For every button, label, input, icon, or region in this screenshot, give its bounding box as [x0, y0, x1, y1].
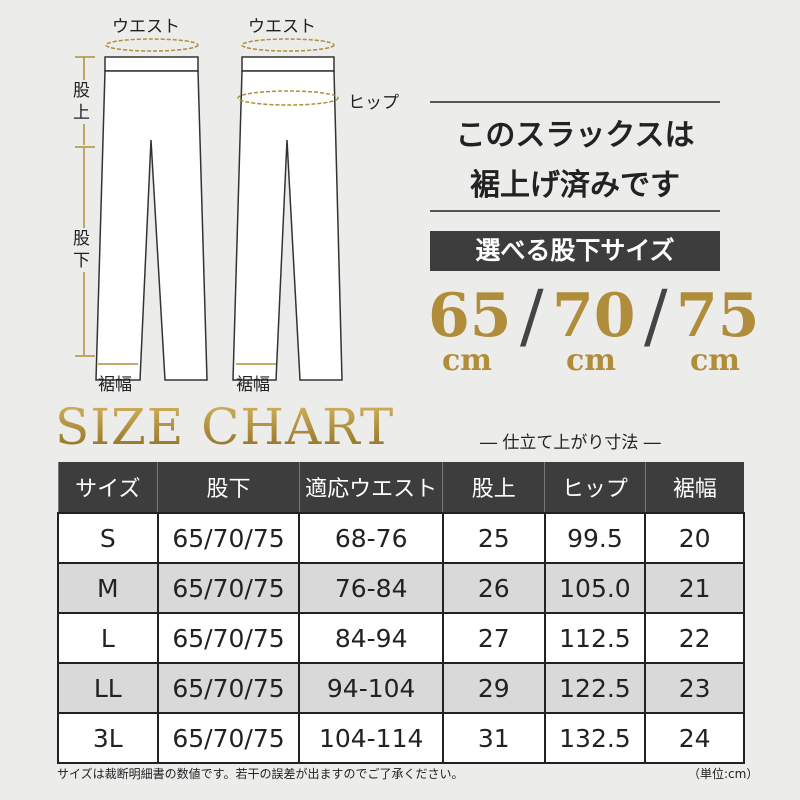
cell: 76-84: [298, 562, 444, 614]
cell: 94-104: [298, 662, 444, 714]
cell: 3L: [57, 712, 159, 764]
pants-diagram: [75, 38, 343, 381]
cell: 84-94: [298, 612, 444, 664]
inseam-70: 70: [552, 281, 636, 351]
header-rise: 股上: [442, 462, 545, 513]
divider: [430, 210, 720, 212]
headline-line1: このスラックスは: [455, 118, 695, 153]
header-inseam: 股下: [157, 462, 300, 513]
cell: 21: [644, 562, 745, 614]
hip-label: ヒップ: [348, 93, 399, 113]
cell: 23: [644, 662, 745, 714]
footnote: サイズは裁断明細書の数値です。若干の誤差が出ますのでご了承ください。: [57, 767, 464, 781]
slash-divider: /: [644, 275, 668, 357]
table-row: L 65/70/75 84-94 27 112.5 22: [57, 612, 745, 664]
table-row: 3L 65/70/75 104-114 31 132.5 24: [57, 712, 745, 764]
front-pants-illustration: [95, 56, 208, 381]
inseam-band: 選べる股下サイズ: [430, 231, 720, 271]
hip-marker: [237, 90, 339, 106]
inseam-label: 股下: [73, 228, 91, 272]
cell: 99.5: [543, 512, 647, 564]
table-row: M 65/70/75 76-84 26 105.0 21: [57, 562, 745, 614]
inseam-options: 65 cm / 70 cm / 75 cm: [428, 276, 768, 380]
cell: 22: [644, 612, 745, 664]
back-waist-label: ウエスト: [248, 17, 316, 37]
back-hem-label: 裾幅: [236, 375, 270, 395]
cell: 68-76: [298, 512, 444, 564]
cell: S: [57, 512, 159, 564]
inseam-75: 75: [676, 281, 760, 351]
unit-label: cm: [566, 343, 617, 378]
table-header: サイズ 股下 適応ウエスト 股上 ヒップ 裾幅: [57, 462, 744, 513]
front-waist-label: ウエスト: [112, 17, 180, 37]
cell: 20: [644, 512, 745, 564]
cell: 25: [441, 512, 546, 564]
size-chart-title: SIZE CHART: [55, 398, 395, 456]
size-table: サイズ 股下 適応ウエスト 股上 ヒップ 裾幅 S 65/70/75 68-76 25…: [57, 462, 745, 764]
unit-label: cm: [442, 343, 493, 378]
unit-label: cm: [690, 343, 741, 378]
front-waist-marker: [105, 38, 199, 52]
cell: 65/70/75: [156, 512, 301, 564]
cell: 105.0: [543, 562, 647, 614]
cell: 122.5: [543, 662, 647, 714]
slash-divider: /: [520, 275, 544, 357]
back-waist-marker: [241, 38, 335, 52]
cell: 112.5: [543, 612, 647, 664]
divider: [430, 101, 720, 103]
size-chart-subtitle: ― 仕立て上がり寸法 ―: [480, 433, 661, 453]
header-size: サイズ: [57, 462, 158, 513]
unit-note: （単位:cm）: [688, 767, 759, 781]
cell: 104-114: [298, 712, 444, 764]
cell: 31: [441, 712, 546, 764]
header-hip: ヒップ: [544, 462, 646, 513]
headline-line2: 裾上げ済みです: [470, 168, 680, 203]
back-pants-illustration: [232, 56, 343, 381]
cell: 65/70/75: [156, 562, 301, 614]
rise-label: 股上: [73, 80, 91, 124]
cell: 65/70/75: [156, 712, 301, 764]
cell: 65/70/75: [156, 662, 301, 714]
cell: 27: [441, 612, 546, 664]
cell: 29: [441, 662, 546, 714]
cell: LL: [57, 662, 159, 714]
cell: 26: [441, 562, 546, 614]
table-row: S 65/70/75 68-76 25 99.5 20: [57, 512, 745, 564]
header-hem: 裾幅: [644, 462, 744, 513]
cell: 24: [644, 712, 745, 764]
cell: 65/70/75: [156, 612, 301, 664]
cell: M: [57, 562, 159, 614]
table-row: LL 65/70/75 94-104 29 122.5 23: [57, 662, 745, 714]
cell: L: [57, 612, 159, 664]
inseam-65: 65: [428, 281, 512, 351]
header-waist: 適応ウエスト: [298, 462, 443, 513]
front-hem-label: 裾幅: [98, 375, 132, 395]
cell: 132.5: [543, 712, 647, 764]
